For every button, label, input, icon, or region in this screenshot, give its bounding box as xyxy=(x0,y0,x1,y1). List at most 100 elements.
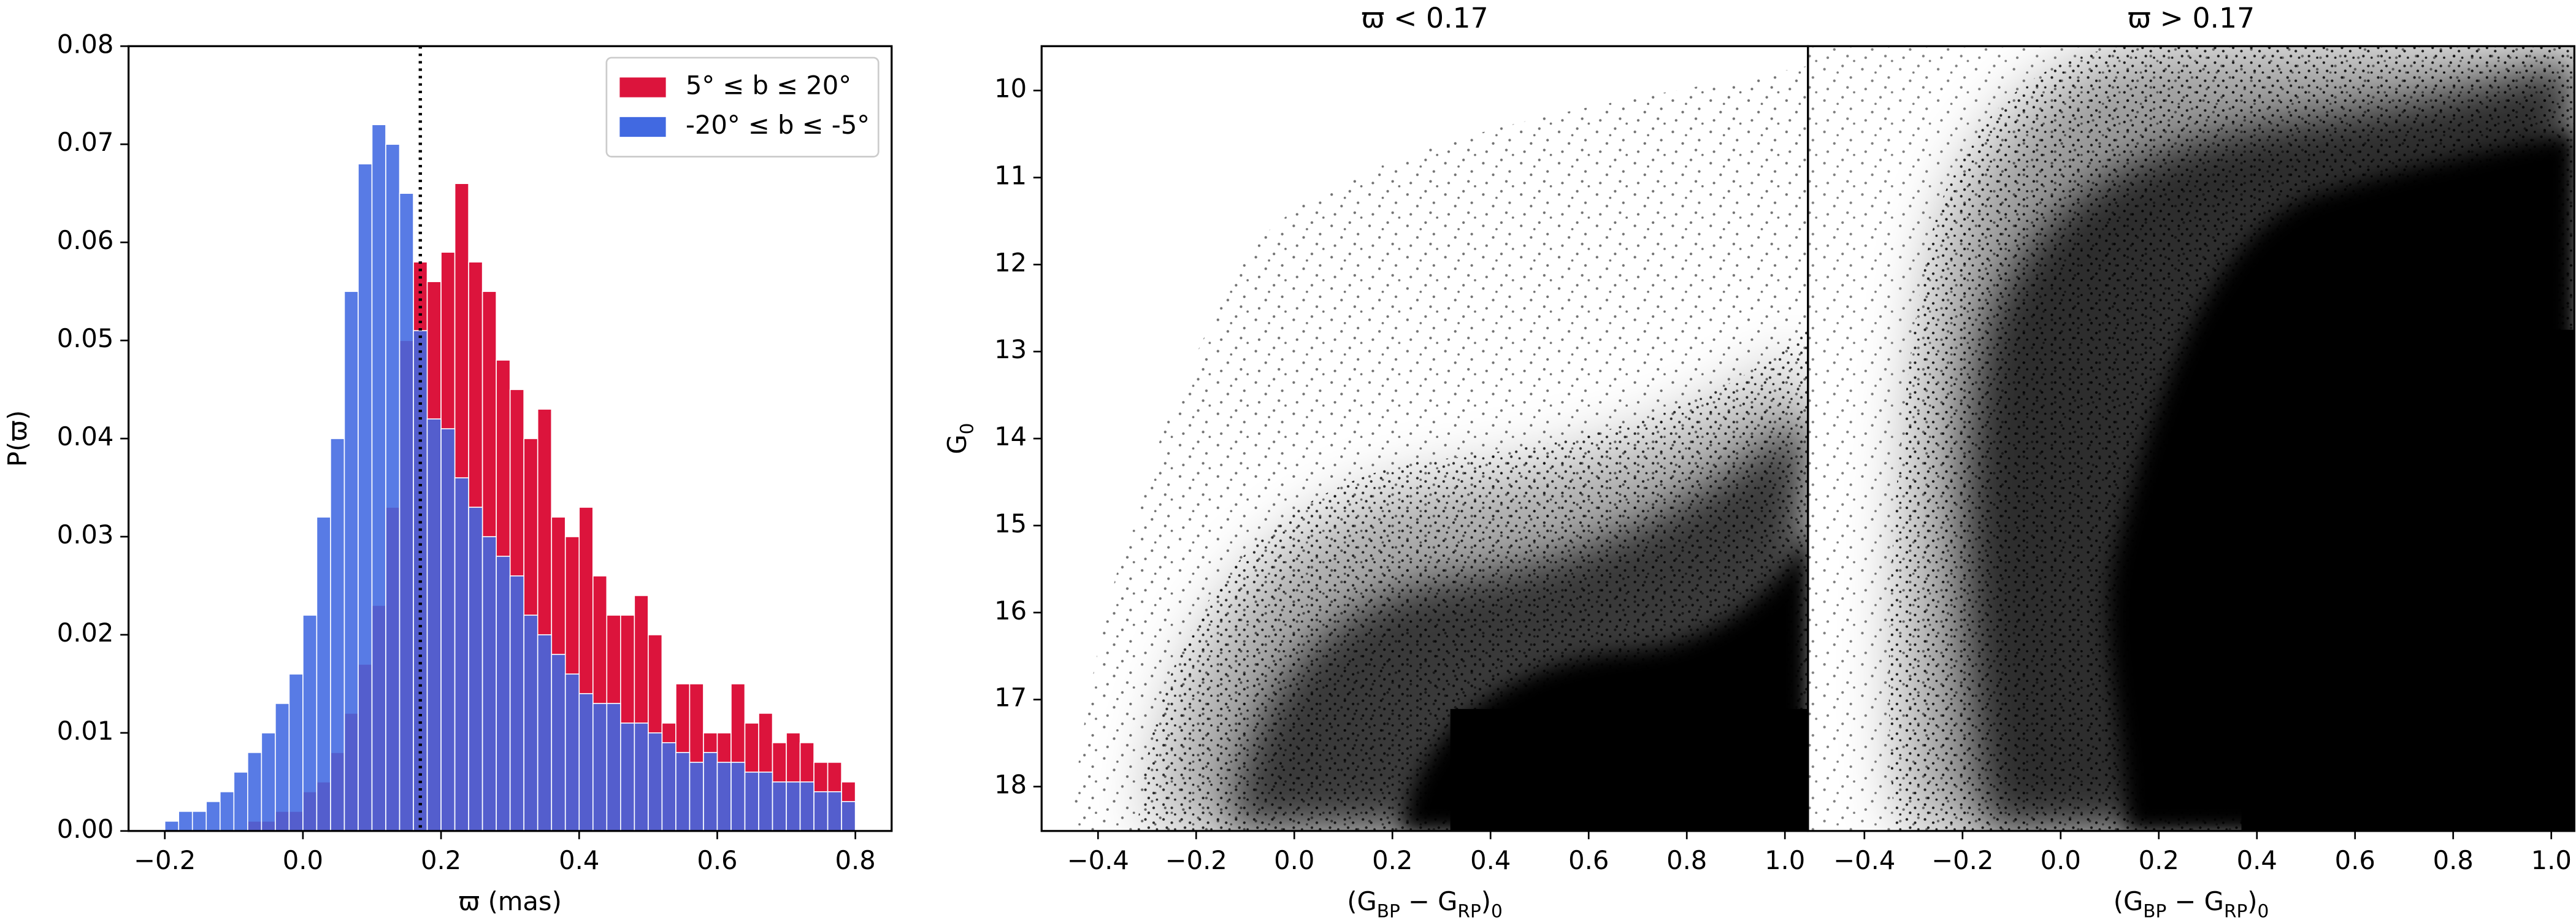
bar xyxy=(813,791,829,832)
bar xyxy=(523,615,539,832)
bar xyxy=(661,742,677,832)
bar xyxy=(385,144,401,832)
bar xyxy=(564,673,580,832)
y-tick-label: 11 xyxy=(994,160,1027,190)
y-tick-label: 0.07 xyxy=(57,127,114,157)
bar xyxy=(316,516,331,832)
x-tick-label: 0.8 xyxy=(835,845,876,875)
bar xyxy=(634,723,649,832)
x-axis-label-part: (G xyxy=(2114,886,2144,916)
bar xyxy=(799,781,815,832)
x-tick-label: 0.0 xyxy=(2041,845,2081,875)
bar xyxy=(496,556,511,832)
x-axis-label: (GBP − GRP)0 xyxy=(1347,886,1503,920)
x-tick-label: 0.6 xyxy=(1568,845,1609,875)
y-tick-label: 0.05 xyxy=(57,323,114,353)
x-axis-label-part: BP xyxy=(2143,900,2166,920)
bar xyxy=(578,693,594,832)
bar xyxy=(191,811,207,832)
legend-label: -20° ≤ b ≤ -5° xyxy=(686,110,870,140)
x-tick-label: 0.2 xyxy=(421,845,461,875)
y-tick-label: 14 xyxy=(994,421,1027,451)
bar xyxy=(827,791,842,832)
bar xyxy=(440,428,456,832)
bar xyxy=(330,438,345,832)
legend-label: 5° ≤ b ≤ 20° xyxy=(686,70,851,100)
x-axis-label: (GBP − GRP)0 xyxy=(2114,886,2269,920)
bar xyxy=(509,575,524,832)
bar xyxy=(454,477,469,832)
y-tick-label: 17 xyxy=(994,683,1027,713)
legend-swatch xyxy=(619,77,666,98)
y-tick-label: 0.00 xyxy=(57,814,114,844)
x-axis-label-part: BP xyxy=(1377,900,1400,920)
bar xyxy=(343,291,359,832)
bar xyxy=(164,821,180,832)
x-tick-label: −0.4 xyxy=(1833,845,1895,875)
bar xyxy=(703,752,718,832)
density-cloud xyxy=(1807,46,2575,831)
bar xyxy=(689,762,704,832)
x-tick-label: 0.4 xyxy=(559,845,599,875)
x-axis-label: ϖ (mas) xyxy=(458,886,561,916)
density-cloud xyxy=(1071,66,1808,831)
y-tick-label: 0.01 xyxy=(57,716,114,746)
bar xyxy=(620,723,635,832)
bar xyxy=(247,752,263,832)
x-axis-label-part: 0 xyxy=(1491,900,1503,920)
bar xyxy=(675,752,691,832)
y-axis-label-part: G xyxy=(942,434,972,454)
x-tick-label: −0.2 xyxy=(1165,845,1227,875)
bar xyxy=(468,507,483,832)
x-axis-label-part: ) xyxy=(2247,886,2257,916)
x-tick-label: −0.2 xyxy=(1931,845,1993,875)
bar xyxy=(481,536,497,832)
x-tick-label: 0.4 xyxy=(1470,845,1511,875)
y-tick-label: 0.03 xyxy=(57,519,114,550)
y-tick-label: 0.02 xyxy=(57,618,114,648)
axes-frame xyxy=(1807,45,2575,832)
x-tick-label: 0.4 xyxy=(2237,845,2277,875)
y-tick-label: 0.06 xyxy=(57,225,114,255)
bar xyxy=(399,193,414,832)
x-axis-label-part: ) xyxy=(1481,886,1491,916)
bar xyxy=(606,703,621,832)
bar xyxy=(275,703,290,832)
x-axis-label-part: − G xyxy=(2166,886,2224,916)
bar xyxy=(592,703,608,832)
bar xyxy=(758,772,773,832)
bar xyxy=(205,801,221,832)
x-tick-label: 0.0 xyxy=(283,845,323,875)
x-axis-label-part: RP xyxy=(2224,900,2247,920)
bar xyxy=(426,418,442,832)
bar xyxy=(302,615,318,832)
y-tick-label: 0.08 xyxy=(57,29,114,59)
x-tick-label: 0.2 xyxy=(2139,845,2179,875)
y-tick-label: 0.04 xyxy=(57,421,114,451)
bar xyxy=(261,732,276,832)
legend-swatch xyxy=(619,117,666,137)
y-tick-label: 16 xyxy=(994,596,1027,626)
bar xyxy=(648,732,663,832)
y-axis-label: P(ϖ) xyxy=(2,410,33,467)
y-tick-label: 13 xyxy=(994,334,1027,364)
bar xyxy=(551,654,566,832)
x-tick-label: 0.6 xyxy=(2335,845,2375,875)
bar xyxy=(744,772,759,832)
bar xyxy=(730,762,746,832)
bar xyxy=(233,772,248,832)
legend-box xyxy=(605,56,880,158)
x-axis-label-part: 0 xyxy=(2258,900,2269,920)
x-axis-label-part: − G xyxy=(1400,886,1458,916)
y-tick-label: 10 xyxy=(994,74,1027,104)
bar xyxy=(786,781,801,832)
bar xyxy=(716,762,732,832)
bar xyxy=(841,801,856,832)
bar xyxy=(537,634,553,832)
x-axis-label-part: (G xyxy=(1347,886,1377,916)
x-axis-label-part: RP xyxy=(1457,900,1481,920)
bar xyxy=(358,163,373,832)
x-tick-label: 0.8 xyxy=(1666,845,1707,875)
y-axis-label-part: 0 xyxy=(956,423,977,435)
